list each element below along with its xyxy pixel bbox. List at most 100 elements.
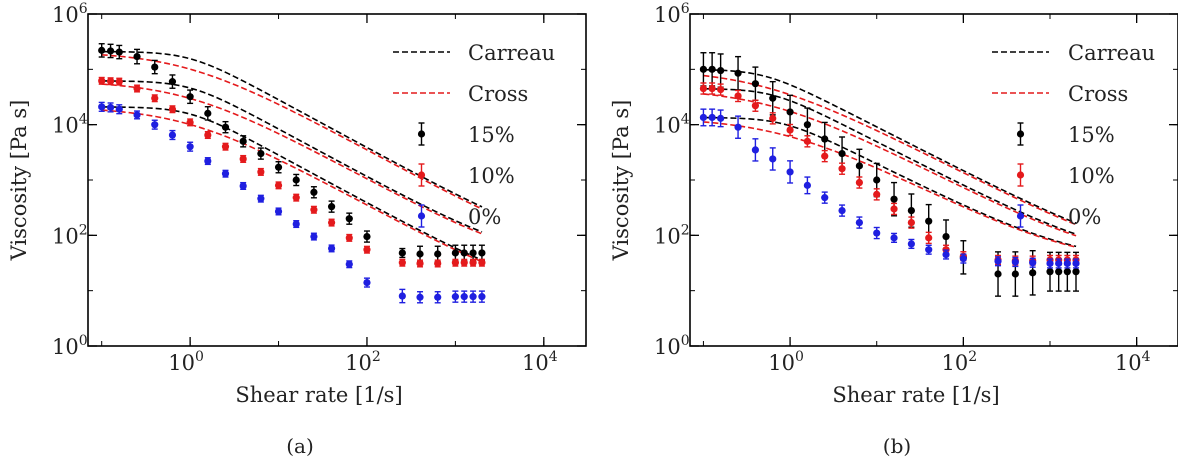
data-point <box>239 137 247 145</box>
data-point <box>821 152 829 160</box>
data-point <box>416 259 424 268</box>
data-point <box>855 218 863 227</box>
data-point <box>699 84 708 93</box>
data-point <box>363 278 371 287</box>
data-point <box>106 77 115 85</box>
data-point <box>907 218 915 227</box>
data-point <box>292 194 300 202</box>
data-point <box>751 80 760 88</box>
legend-marker <box>1016 212 1025 220</box>
data-point <box>133 52 141 61</box>
data-point <box>873 176 881 184</box>
data-point <box>451 249 459 257</box>
data-point <box>1011 270 1019 278</box>
y-tick-label: 106 <box>52 1 88 27</box>
x-tick-label: 104 <box>522 349 558 375</box>
fit-carreau-15pct <box>703 68 1077 224</box>
data-point <box>478 249 486 257</box>
panel-a: 100 102 104 100 102 104 106 Shear rate [1/s] Vis… <box>7 1 587 458</box>
data-point <box>115 48 123 56</box>
fit-carreau-0pct <box>101 106 483 261</box>
data-point <box>925 217 933 225</box>
data-point <box>168 105 177 113</box>
fit-carreau-10pct <box>703 87 1077 236</box>
data-point <box>133 111 141 119</box>
data-point <box>942 232 950 241</box>
data-point <box>994 257 1002 265</box>
data-point <box>460 249 468 257</box>
x-tick-label: 102 <box>942 349 978 375</box>
data-point <box>699 65 708 73</box>
data-point <box>239 182 247 190</box>
data-point <box>151 94 159 102</box>
data-point <box>1046 259 1054 268</box>
data-point <box>257 195 265 203</box>
legend: Carreau Cross 15% 10% 0% <box>992 41 1155 229</box>
data-point <box>821 194 829 202</box>
data-point <box>168 131 177 139</box>
data-point <box>106 47 115 55</box>
data-point <box>257 149 265 158</box>
data-point <box>434 259 442 268</box>
data-point <box>708 113 716 122</box>
legend-label: 0% <box>468 205 501 229</box>
legend-label: 10% <box>468 164 515 188</box>
x-axis-label: Shear rate [1/s] <box>235 383 402 407</box>
data-point <box>1011 258 1019 266</box>
data-point <box>803 137 812 145</box>
data-point <box>451 259 459 267</box>
data-point <box>204 157 212 165</box>
data-point <box>434 293 442 301</box>
series-0pct <box>699 108 1080 269</box>
legend-label: 10% <box>1068 164 1115 188</box>
data-point <box>310 232 318 241</box>
data-point <box>838 206 846 215</box>
data-point <box>786 108 794 116</box>
legend-label: 15% <box>468 123 515 147</box>
x-tick-label: 104 <box>1115 349 1151 375</box>
data-point <box>133 84 141 93</box>
data-point <box>363 246 371 254</box>
y-tick-label: 100 <box>654 333 690 359</box>
data-point <box>734 123 742 131</box>
data-point <box>769 155 777 163</box>
x-tick-label: 100 <box>768 349 804 375</box>
data-point <box>98 46 106 54</box>
data-point <box>221 123 230 131</box>
legend-marker <box>417 212 426 220</box>
data-point <box>345 215 353 223</box>
data-point <box>708 84 716 93</box>
data-point <box>925 246 933 254</box>
series-10pct <box>98 76 486 268</box>
legend-marker <box>1016 171 1025 179</box>
fit-cross-15pct <box>703 74 1077 226</box>
data-point <box>1055 259 1063 268</box>
data-point <box>345 234 353 242</box>
data-point <box>1072 268 1080 276</box>
data-point <box>478 293 486 301</box>
data-point <box>310 188 318 196</box>
data-point <box>708 65 716 73</box>
series-15pct <box>98 43 486 263</box>
data-point <box>1029 269 1037 277</box>
data-point <box>786 126 794 134</box>
data-point <box>115 105 123 113</box>
data-point <box>398 259 406 267</box>
data-point <box>1055 268 1063 276</box>
fit-carreau-10pct <box>101 80 483 233</box>
data-point <box>751 146 760 154</box>
legend-label: 0% <box>1068 205 1101 229</box>
data-point <box>478 259 486 267</box>
data-point <box>460 259 468 267</box>
data-point <box>786 168 794 176</box>
fit-cross-15pct <box>101 53 483 210</box>
legend-label: Carreau <box>1068 41 1155 65</box>
fit-cross-0pct <box>101 109 483 263</box>
data-point <box>310 206 318 214</box>
fit-cross-0pct <box>703 121 1077 248</box>
data-point <box>890 234 898 242</box>
panel-b: 100 102 104 100 102 104 106 Shear rate [1/s] Vis… <box>609 1 1178 458</box>
series-0pct <box>98 101 486 304</box>
legend-label: Carreau <box>468 41 555 65</box>
